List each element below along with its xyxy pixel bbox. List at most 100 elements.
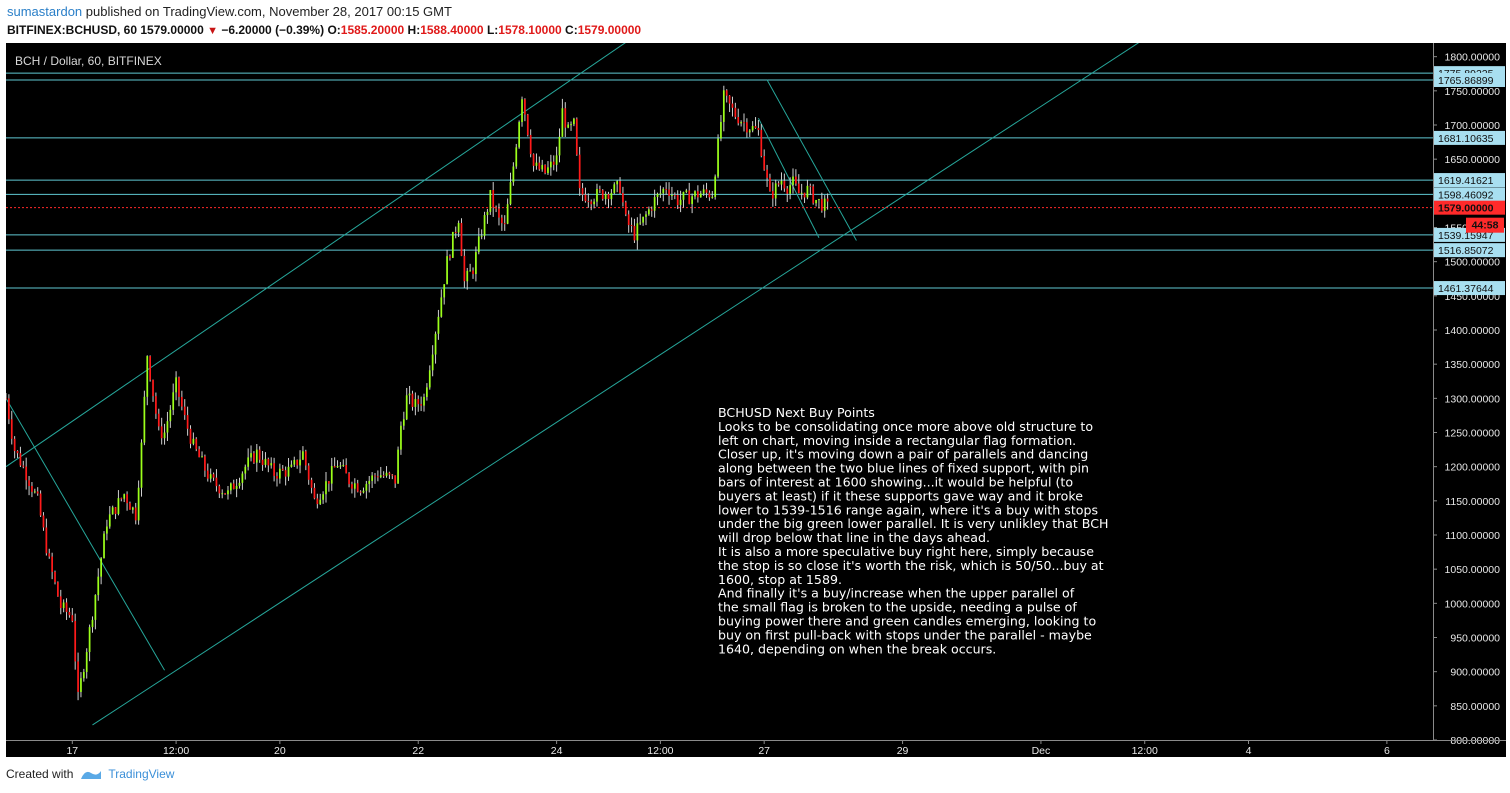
candle-body[interactable]	[437, 316, 440, 334]
candle-body[interactable]	[126, 494, 128, 504]
candle-body[interactable]	[685, 190, 688, 192]
candle-body[interactable]	[498, 208, 500, 218]
candle-body[interactable]	[134, 507, 137, 521]
candle-body[interactable]	[694, 191, 696, 197]
candle-body[interactable]	[509, 182, 512, 205]
candle-body[interactable]	[619, 181, 621, 193]
candle-body[interactable]	[241, 473, 244, 483]
candle-body[interactable]	[276, 475, 278, 479]
candle-body[interactable]	[279, 468, 281, 479]
candle-body[interactable]	[304, 451, 307, 466]
candle-body[interactable]	[365, 483, 368, 491]
candle-body[interactable]	[374, 475, 376, 477]
candle-body[interactable]	[535, 162, 538, 166]
candle-body[interactable]	[751, 126, 754, 131]
candle-body[interactable]	[250, 453, 252, 458]
candle-body[interactable]	[636, 223, 639, 241]
candle-body[interactable]	[325, 481, 327, 495]
candle-body[interactable]	[789, 185, 791, 194]
candle-body[interactable]	[740, 122, 742, 124]
candle-body[interactable]	[39, 493, 42, 516]
candle-body[interactable]	[642, 216, 644, 223]
candle-body[interactable]	[728, 95, 731, 104]
candle-body[interactable]	[760, 129, 763, 157]
candle-body[interactable]	[708, 192, 711, 198]
candle-body[interactable]	[267, 458, 270, 466]
candle-body[interactable]	[10, 419, 13, 439]
candle-body[interactable]	[771, 191, 774, 199]
candle-body[interactable]	[149, 356, 152, 380]
candle-body[interactable]	[587, 201, 590, 203]
candle-body[interactable]	[91, 619, 94, 628]
candle-body[interactable]	[518, 122, 521, 148]
candle-body[interactable]	[665, 188, 668, 190]
trend-line[interactable]	[6, 398, 165, 671]
candle-body[interactable]	[558, 136, 561, 156]
candle-body[interactable]	[28, 480, 30, 487]
candle-body[interactable]	[204, 456, 206, 471]
candle-body[interactable]	[797, 183, 800, 194]
candle-body[interactable]	[593, 201, 595, 205]
candle-body[interactable]	[596, 189, 598, 202]
trend-line[interactable]	[6, 43, 675, 468]
candle-body[interactable]	[342, 465, 345, 467]
candle-body[interactable]	[201, 456, 203, 458]
candle-body[interactable]	[175, 377, 177, 393]
candle-body[interactable]	[111, 507, 114, 515]
candle-body[interactable]	[720, 121, 722, 139]
candle-body[interactable]	[333, 466, 336, 468]
candle-body[interactable]	[163, 432, 166, 439]
candle-body[interactable]	[446, 256, 448, 285]
candle-body[interactable]	[218, 486, 221, 494]
candle-body[interactable]	[610, 192, 613, 200]
candle-body[interactable]	[743, 122, 745, 124]
candle-body[interactable]	[731, 103, 734, 108]
candle-body[interactable]	[460, 222, 463, 256]
candle-body[interactable]	[106, 526, 108, 534]
candle-body[interactable]	[97, 576, 100, 596]
candle-body[interactable]	[77, 661, 79, 692]
candle-body[interactable]	[449, 256, 451, 258]
candle-body[interactable]	[65, 602, 68, 612]
candle-body[interactable]	[371, 475, 373, 481]
candle-body[interactable]	[319, 499, 322, 505]
candle-body[interactable]	[714, 176, 717, 197]
candle-body[interactable]	[463, 255, 466, 282]
candle-body[interactable]	[624, 202, 627, 215]
candle-body[interactable]	[227, 490, 229, 495]
candle-body[interactable]	[578, 154, 581, 189]
candle-body[interactable]	[13, 438, 16, 451]
candle-body[interactable]	[639, 222, 642, 224]
author-link[interactable]: sumastardon	[7, 4, 83, 19]
candle-body[interactable]	[400, 425, 402, 450]
candle-body[interactable]	[763, 156, 766, 170]
candle-body[interactable]	[451, 231, 454, 258]
candle-body[interactable]	[786, 188, 789, 194]
candle-body[interactable]	[443, 284, 446, 298]
candle-body[interactable]	[431, 354, 434, 371]
candle-body[interactable]	[754, 126, 757, 128]
candle-body[interactable]	[411, 393, 414, 407]
candle-body[interactable]	[131, 507, 134, 510]
candle-body[interactable]	[803, 192, 806, 198]
candle-body[interactable]	[224, 493, 226, 495]
candle-body[interactable]	[146, 356, 149, 397]
candle-body[interactable]	[284, 470, 287, 477]
candle-body[interactable]	[717, 138, 719, 177]
candle-body[interactable]	[414, 399, 417, 407]
candle-body[interactable]	[598, 189, 601, 191]
candle-body[interactable]	[515, 147, 518, 167]
candle-body[interactable]	[477, 236, 480, 253]
candle-body[interactable]	[659, 193, 662, 195]
candle-body[interactable]	[457, 222, 460, 233]
candle-body[interactable]	[215, 477, 218, 487]
candle-body[interactable]	[581, 188, 584, 195]
candle-body[interactable]	[662, 188, 665, 194]
candle-body[interactable]	[633, 225, 636, 241]
candle-body[interactable]	[114, 507, 117, 514]
candle-body[interactable]	[472, 270, 474, 275]
candle-body[interactable]	[500, 217, 503, 224]
tradingview-link[interactable]: TradingView	[79, 767, 174, 781]
candle-body[interactable]	[671, 194, 673, 196]
candle-body[interactable]	[734, 107, 737, 118]
